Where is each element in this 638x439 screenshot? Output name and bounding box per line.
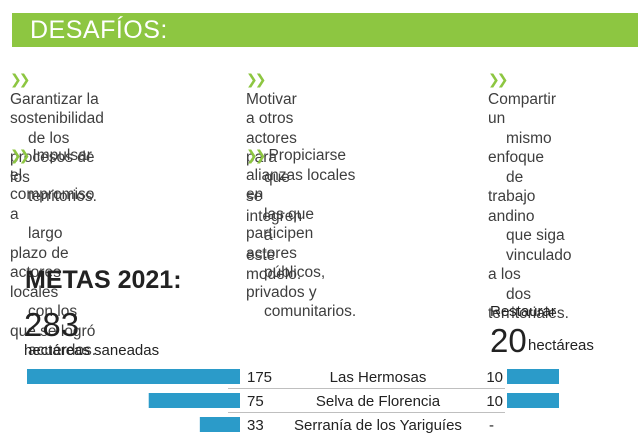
challenge-line: públicos, privados y	[246, 264, 326, 301]
challenge-line: que siga	[506, 227, 565, 244]
left-bar	[148, 393, 240, 408]
challenge-item: ❯❯ Garantizar la sostenibilidad de los pr…	[10, 70, 104, 207]
challenge-line: de trabajo andino	[488, 168, 536, 225]
banner-title: DESAFÍOS:	[30, 16, 168, 44]
challenge-line: Garantizar la sostenibilidad	[10, 90, 104, 128]
challenge-line: territorios.	[28, 188, 97, 205]
challenge-item: ❯❯ Propiciarse alianzas locales en las qu…	[246, 146, 356, 322]
left-value-label: 33	[247, 417, 264, 434]
category-label: Selva de Florencia	[316, 393, 441, 410]
challenge-line: largo plazo de actores locales	[10, 225, 69, 301]
challenge-line: a este modelo.	[246, 227, 302, 283]
chevron-right-icon: ❯❯	[246, 147, 267, 163]
challenge-line: comunitarios.	[264, 303, 357, 320]
left-bar	[27, 369, 240, 384]
chevron-right-icon: ❯❯	[10, 71, 31, 87]
challenge-item: ❯❯ Compartir un mismo enfoque de trabajo …	[488, 70, 572, 324]
right-value-label: 10	[486, 393, 503, 410]
challenge-line: las que participen actores	[246, 205, 314, 262]
chevron-right-icon: ❯❯	[10, 147, 31, 163]
challenges-banner: DESAFÍOS:	[12, 13, 638, 47]
right-total: 20	[490, 322, 527, 359]
challenge-line: Impulsar el compromiso a	[10, 147, 95, 223]
challenge-line: dos territoriales.	[488, 285, 569, 323]
left-value-label: 75	[247, 393, 264, 410]
left-unit: hectáreas saneadas	[24, 342, 160, 359]
challenge-line: Compartir un	[488, 90, 557, 128]
left-total: 283	[24, 306, 80, 343]
challenge-line: Propiciarse alianzas locales en	[246, 147, 356, 203]
challenge-line: con los que se logró	[10, 303, 96, 340]
right-bar	[507, 393, 559, 408]
category-label: Serranía de los Yariguíes	[294, 417, 462, 434]
challenge-line: acuerdos.	[28, 342, 97, 359]
challenge-line: que se integren	[246, 168, 303, 225]
left-value-label: 175	[247, 369, 272, 386]
challenge-line: Motivar a otros actores para	[246, 90, 297, 167]
challenge-line: vinculado a los	[488, 246, 572, 284]
right-value-label: -	[489, 417, 494, 434]
challenge-item: ❯❯ Impulsar el compromiso a largo plazo d…	[10, 146, 96, 361]
chevron-right-icon: ❯❯	[488, 71, 509, 87]
left-bar	[199, 417, 240, 432]
right-bar	[507, 369, 559, 384]
challenge-line: mismo enfoque	[488, 129, 552, 167]
challenge-item: ❯❯Motivar a otros actores para que se in…	[246, 70, 302, 285]
metas-title: METAS 2021:	[25, 266, 182, 294]
right-pre-label: Restaurar	[490, 303, 556, 320]
right-unit: hectáreas	[528, 337, 594, 354]
chevron-right-icon: ❯❯	[246, 71, 267, 87]
challenge-line: de los procesos de los	[10, 129, 95, 186]
category-label: Las Hermosas	[330, 369, 427, 386]
right-value-label: 10	[486, 369, 503, 386]
